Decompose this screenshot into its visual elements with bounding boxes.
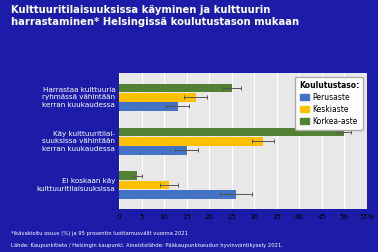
Bar: [119, 190, 236, 199]
Text: Käy kulttuuritilai-
suuksissa vähintään
kerran kuukaudessa: Käy kulttuuritilai- suuksissa vähintään …: [42, 131, 115, 152]
Bar: [119, 93, 195, 102]
Text: Kulttuuritilaisuuksissa käyminen ja kulttuurin
harrastaminen* Helsingissä koulut: Kulttuuritilaisuuksissa käyminen ja kult…: [11, 5, 299, 27]
Bar: [119, 181, 169, 190]
Legend: Perusaste, Keskiaste, Korkea-aste: Perusaste, Keskiaste, Korkea-aste: [295, 77, 363, 130]
Bar: [119, 137, 263, 145]
Text: Lähde: Kaupunkitieto / Helsingin kaupunki. Aineistolähde: Pääkaupunkiseudun hyvi: Lähde: Kaupunkitieto / Helsingin kaupunk…: [11, 243, 283, 248]
Bar: [119, 102, 178, 111]
Bar: [119, 84, 232, 92]
Text: Ei koskaan käy
kulttuuritilaisuuksissa: Ei koskaan käy kulttuuritilaisuuksissa: [37, 178, 115, 192]
Text: Harrastaa kulttuuria
ryhmässä vähintään
kerran kuukaudessa: Harrastaa kulttuuria ryhmässä vähintään …: [42, 87, 115, 108]
Bar: [119, 146, 187, 155]
Bar: [119, 171, 137, 180]
Bar: [119, 128, 344, 136]
Text: *ikävakioitu osuus (%) ja 95 prosentin luottamusvälit vuonna 2021: *ikävakioitu osuus (%) ja 95 prosentin l…: [11, 231, 188, 236]
